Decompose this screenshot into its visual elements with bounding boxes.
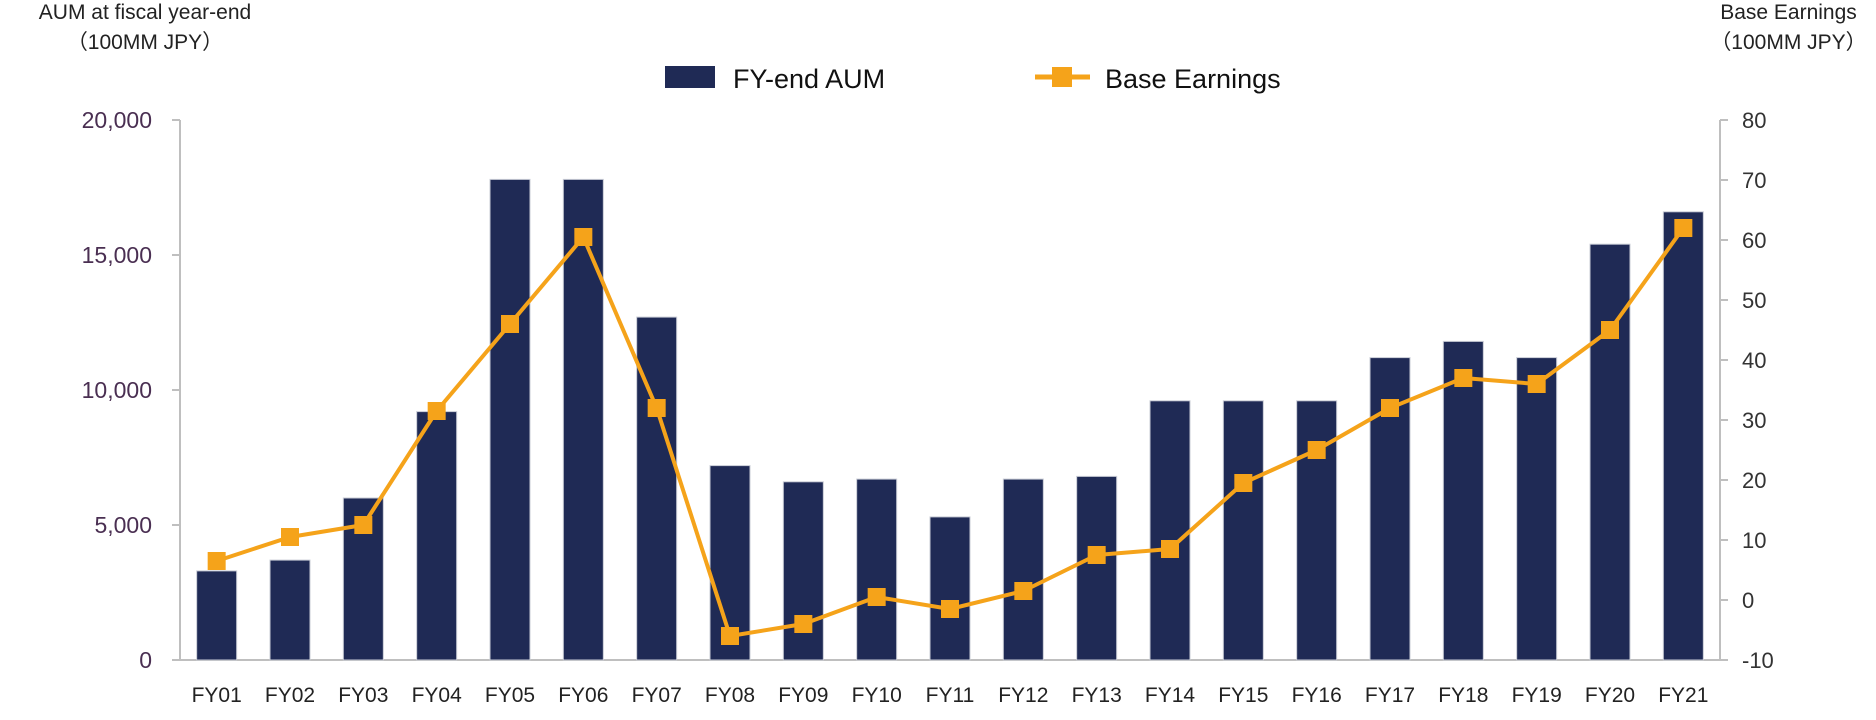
aum-bar [269, 559, 311, 661]
right-tick-label: -10 [1742, 648, 1774, 673]
earnings-point [1454, 369, 1473, 387]
x-tick-label: FY20 [1585, 684, 1635, 707]
earnings-point [941, 600, 959, 618]
legend-marker-earnings [1052, 67, 1072, 87]
aum-bar [782, 481, 824, 661]
aum-bar [1002, 478, 1044, 661]
bars [196, 178, 1704, 661]
left-axis-title-line1: AUM at fiscal year-end [38, 1, 252, 24]
earnings-point [1307, 441, 1326, 459]
x-tick-label: FY07 [632, 684, 682, 707]
x-tick-label: FY14 [1145, 684, 1196, 707]
left-tick-label: 15,000 [82, 242, 152, 268]
x-tick-label: FY11 [926, 684, 975, 707]
aum-bar [1076, 475, 1118, 661]
legend: FY-end AUM Base Earnings [665, 64, 1281, 94]
aum-bar [1662, 211, 1704, 661]
aum-bar [929, 516, 971, 661]
right-tick-label: 50 [1742, 288, 1766, 313]
x-tick-label: FY15 [1218, 684, 1268, 707]
right-axis-title-line2: （100MM JPY） [1710, 31, 1867, 54]
aum-bar [489, 178, 531, 661]
x-tick-label: FY04 [412, 684, 463, 707]
aum-bar [1442, 340, 1484, 661]
earnings-point [207, 552, 226, 570]
aum-bar [1222, 400, 1264, 661]
aum-bar [1369, 357, 1411, 661]
earnings-point [574, 228, 593, 246]
right-tick-label: 0 [1742, 588, 1754, 613]
earnings-point [354, 516, 373, 534]
earnings-point [647, 399, 666, 417]
earnings-point [1381, 399, 1399, 417]
right-axis-title-line1: Base Earnings [1720, 1, 1857, 24]
x-tick-label: FY10 [852, 684, 902, 707]
x-tick-label: FY01 [192, 684, 242, 707]
left-tick-label: 5,000 [94, 512, 152, 538]
earnings-point [1601, 321, 1619, 339]
right-tick-label: 40 [1742, 348, 1766, 373]
right-tick-label: 60 [1742, 228, 1766, 253]
earnings-point [427, 402, 446, 420]
aum-bar [1516, 357, 1558, 661]
left-axis-title-line2: （100MM JPY） [66, 31, 224, 54]
earnings-point [1014, 582, 1033, 600]
right-tick-label: 80 [1742, 108, 1766, 133]
x-tick-label: FY03 [338, 684, 388, 707]
earnings-line [207, 219, 1693, 645]
aum-bar [636, 316, 678, 661]
x-tick-label: FY18 [1438, 684, 1488, 707]
aum-bar [416, 411, 458, 661]
tick-labels: 0 5,000 10,000 15,000 20,000 -10 0 10 20 30 40 50 60… [82, 107, 1774, 707]
right-axis-title: Base Earnings （100MM JPY） [1701, 0, 1876, 58]
x-tick-label: FY17 [1365, 684, 1415, 707]
x-tick-label: FY05 [485, 684, 535, 707]
left-tick-label: 0 [139, 647, 152, 673]
aum-bar [1589, 243, 1631, 661]
left-tick-label: 10,000 [82, 377, 152, 403]
x-tick-label: FY08 [705, 684, 755, 707]
x-tick-label: FY12 [998, 684, 1048, 707]
x-tick-label: FY09 [778, 684, 828, 707]
earnings-point [721, 627, 739, 645]
aum-bar [562, 178, 604, 661]
earnings-point [1527, 375, 1546, 393]
legend-swatch-aum [665, 66, 715, 88]
earnings-point [1234, 474, 1253, 492]
x-tick-label: FY19 [1512, 684, 1562, 707]
legend-label-earnings: Base Earnings [1105, 64, 1281, 94]
earnings-point [1161, 540, 1179, 558]
earnings-point [1674, 219, 1693, 237]
x-tick-label: FY06 [558, 684, 608, 707]
right-tick-label: 70 [1742, 168, 1766, 193]
x-tick-label: FY21 [1658, 684, 1708, 707]
right-tick-label: 20 [1742, 468, 1766, 493]
x-tick-label: FY02 [265, 684, 315, 707]
left-tick-label: 20,000 [82, 107, 152, 133]
earnings-point [1087, 546, 1106, 564]
legend-label-aum: FY-end AUM [733, 64, 885, 94]
aum-bar [1149, 400, 1191, 661]
left-axis-title: AUM at fiscal year-end （100MM JPY） [0, 0, 290, 58]
earnings-point [794, 615, 813, 633]
right-tick-label: 30 [1742, 408, 1766, 433]
earnings-point [501, 315, 519, 333]
right-tick-label: 10 [1742, 528, 1766, 553]
x-tick-label: FY13 [1072, 684, 1122, 707]
x-tick-label: FY16 [1292, 684, 1342, 707]
aum-bar [856, 478, 898, 661]
earnings-point [867, 588, 886, 606]
aum-bar [196, 570, 238, 661]
earnings-point [281, 528, 299, 546]
